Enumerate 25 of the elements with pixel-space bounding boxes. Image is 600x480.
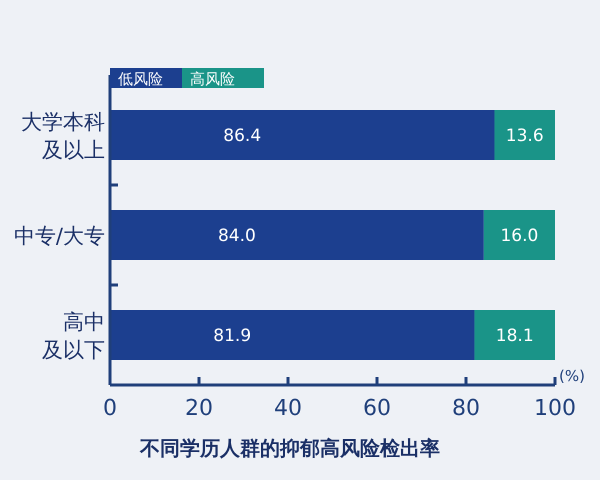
x-tick-label: 0 xyxy=(103,396,117,421)
y-tick-label: 高中及以下 xyxy=(42,310,105,362)
legend-label: 低风险 xyxy=(118,70,163,88)
y-tick-label: 中专/大专 xyxy=(14,224,105,248)
legend-label: 高风险 xyxy=(190,70,235,88)
bar xyxy=(494,110,555,160)
bar xyxy=(110,110,494,160)
x-tick-label: 80 xyxy=(452,396,480,421)
bar xyxy=(110,210,484,260)
text: 不同学历人群的抑郁高风险检出率 xyxy=(139,436,440,460)
bar xyxy=(110,310,474,360)
data-label: 86.4 xyxy=(223,126,262,146)
data-label: 13.6 xyxy=(506,126,544,146)
data-label: 81.9 xyxy=(213,326,252,346)
y-tick-label: 大学本科及以上 xyxy=(21,110,105,162)
x-tick-label: 40 xyxy=(274,396,302,421)
bar xyxy=(474,310,555,360)
data-label: 84.0 xyxy=(218,226,256,246)
bar xyxy=(484,210,555,260)
data-label: 18.1 xyxy=(496,326,534,346)
x-tick-label: 60 xyxy=(363,396,391,421)
data-label: 16.0 xyxy=(500,226,538,246)
x-tick-label: 20 xyxy=(185,396,213,421)
x-tick-label: 100 xyxy=(534,396,576,421)
x-axis-title: (%) xyxy=(559,367,585,385)
